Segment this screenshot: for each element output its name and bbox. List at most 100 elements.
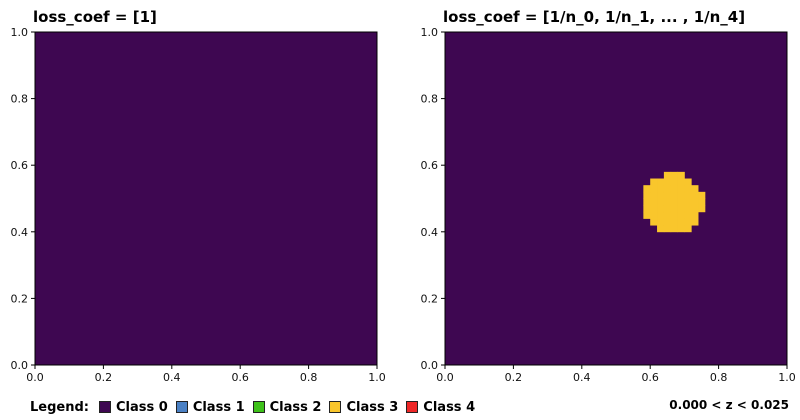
y-tick-label: 0.6 xyxy=(11,159,29,172)
heatmap-cell-class-3 xyxy=(663,225,672,233)
heatmap-background xyxy=(445,32,787,365)
heatmap-cell-class-3 xyxy=(663,171,672,179)
heatmap-cell-class-3 xyxy=(691,211,699,219)
heatmap-cell-class-3 xyxy=(677,225,685,233)
heatmap-cell-class-3 xyxy=(691,185,699,193)
x-tick-label: 0.0 xyxy=(26,371,44,384)
right-heatmap-plot: 0.0 0.2 0.4 0.6 0.8 1.0 0.0 0.2 0.4 0.6 0.8 1.0 xyxy=(421,26,796,384)
heatmap-cell-class-3 xyxy=(684,225,692,233)
heatmap-cell-class-3 xyxy=(657,185,665,193)
heatmap-cell-class-3 xyxy=(670,211,678,219)
heatmap-cell-class-3 xyxy=(657,178,665,186)
y-tick-label: 0.4 xyxy=(421,226,439,239)
heatmap-cell-class-3 xyxy=(677,198,685,206)
heatmap-cell-class-3 xyxy=(663,185,672,193)
right-chart-title: loss_coef = [1/n_0, 1/n_1, ... , 1/n_4] xyxy=(443,8,746,26)
legend-swatch-class-0 xyxy=(98,401,111,413)
axes-frame xyxy=(444,31,788,366)
x-tick-label: 0.2 xyxy=(95,371,113,384)
heatmap-cell-class-3 xyxy=(663,218,672,226)
legend-item-class-2: Class 2 xyxy=(252,399,322,415)
legend: Legend: Class 0 Class 1 Class 2 Class 3 … xyxy=(30,398,483,416)
legend-item-class-4: Class 4 xyxy=(406,400,475,415)
left-chart-panel: loss_coef = [1] 0.0 0.2 0.4 0.6 0.8 1.0 0.0 0.2… xyxy=(0,0,400,385)
right-chart-panel: loss_coef = [1/n_0, 1/n_1, ... , 1/n_4] … xyxy=(410,0,800,385)
legend-label-class-1: Class 1 xyxy=(192,399,245,415)
x-tick-label: 1.0 xyxy=(368,371,386,384)
heatmap-cell-class-3 xyxy=(657,205,665,213)
y-tick-label: 0.4 xyxy=(11,226,29,239)
x-tick-label: 0.8 xyxy=(300,371,318,384)
x-tick-label: 1.0 xyxy=(778,371,796,384)
heatmap-cell-class-3 xyxy=(663,198,672,206)
left-heatmap-plot: 0.0 0.2 0.4 0.6 0.8 1.0 0.0 0.2 0.4 0.6 0.8 1.0 xyxy=(11,26,386,384)
x-tick-label: 0.4 xyxy=(163,371,181,384)
heatmap-cell-class-3 xyxy=(670,185,678,193)
heatmap-cell-class-3 xyxy=(650,178,658,186)
heatmap-cell-class-3 xyxy=(691,191,699,199)
heatmap-cell-class-3 xyxy=(670,198,678,206)
y-tick-label: 0.8 xyxy=(11,93,29,106)
heatmap-cell-class-3 xyxy=(684,185,692,193)
heatmap-cell-class-3 xyxy=(677,211,685,219)
heatmap-cell-class-3 xyxy=(677,218,685,226)
legend-swatch-class-4 xyxy=(406,401,419,413)
heatmap-cell-class-3 xyxy=(650,185,658,193)
legend-title: Legend: xyxy=(30,399,89,415)
x-tick-label: 0.0 xyxy=(436,371,454,384)
heatmap-cell-class-3 xyxy=(677,171,685,179)
legend-swatch-class-2 xyxy=(252,401,265,413)
x-tick-label: 0.4 xyxy=(573,371,591,384)
x-tick-label: 0.6 xyxy=(231,371,249,384)
heatmap-cell-class-3 xyxy=(643,198,651,206)
legend-item-class-3: Class 3 xyxy=(329,400,398,415)
x-tick-label: 0.8 xyxy=(710,371,728,384)
heatmap-cell-class-3 xyxy=(691,198,699,206)
legend-label-class-2: Class 2 xyxy=(269,399,322,415)
heatmap-cell-class-3 xyxy=(650,211,658,219)
heatmap-cell-class-3 xyxy=(691,218,699,226)
y-tick-label: 0.2 xyxy=(11,292,29,305)
heatmap-cell-class-3 xyxy=(670,191,678,199)
heatmap-cell-class-3 xyxy=(670,218,678,226)
y-tick-label: 0.0 xyxy=(11,359,29,372)
heatmap-cell-class-3 xyxy=(684,198,692,206)
heatmap-cell-class-3 xyxy=(670,205,678,213)
left-chart-title: loss_coef = [1] xyxy=(33,8,157,26)
heatmap-cell-class-3 xyxy=(670,171,678,179)
heatmap-cell-class-3 xyxy=(698,205,706,213)
heatmap-cell-class-3 xyxy=(670,225,678,233)
heatmap-cell-class-3 xyxy=(650,191,658,199)
x-tick-label: 0.6 xyxy=(641,371,659,384)
heatmap-background xyxy=(35,32,377,365)
heatmap-cell-class-3 xyxy=(643,185,651,193)
heatmap-cell-class-3 xyxy=(657,211,665,219)
heatmap-cell-class-3 xyxy=(684,191,692,199)
legend-swatch-class-1 xyxy=(175,401,188,413)
heatmap-cell-class-3 xyxy=(643,191,651,199)
legend-label-class-4: Class 4 xyxy=(423,399,476,415)
heatmap-cell-class-3 xyxy=(650,218,658,226)
heatmap-cell-class-3 xyxy=(677,191,685,199)
y-tick-label: 1.0 xyxy=(11,26,29,39)
heatmap-cell-class-3 xyxy=(698,198,706,206)
z-range-label: 0.000 < z < 0.025 xyxy=(669,398,789,412)
heatmap-cell-class-3 xyxy=(684,205,692,213)
heatmap-cell-class-3 xyxy=(684,178,692,186)
heatmap-cell-class-3 xyxy=(677,178,685,186)
heatmap-cell-class-3 xyxy=(663,211,672,219)
heatmap-cell-class-3 xyxy=(663,178,672,186)
legend-item-class-0: Class 0 xyxy=(98,400,168,415)
heatmap-cell-class-3 xyxy=(657,191,665,199)
heatmap-cell-class-3 xyxy=(657,218,665,226)
heatmap-cell-class-3 xyxy=(643,205,651,213)
heatmap-cell-class-3 xyxy=(650,205,658,213)
y-tick-label: 0.6 xyxy=(421,159,439,172)
heatmap-cell-class-3 xyxy=(684,211,692,219)
axes-frame xyxy=(34,31,378,366)
y-tick-label: 0.2 xyxy=(421,292,439,305)
heatmap-cell-class-3 xyxy=(670,178,678,186)
heatmap-cell-class-3 xyxy=(643,211,651,219)
heatmap-cell-class-3 xyxy=(657,225,665,233)
heatmap-cell-class-3 xyxy=(650,198,658,206)
